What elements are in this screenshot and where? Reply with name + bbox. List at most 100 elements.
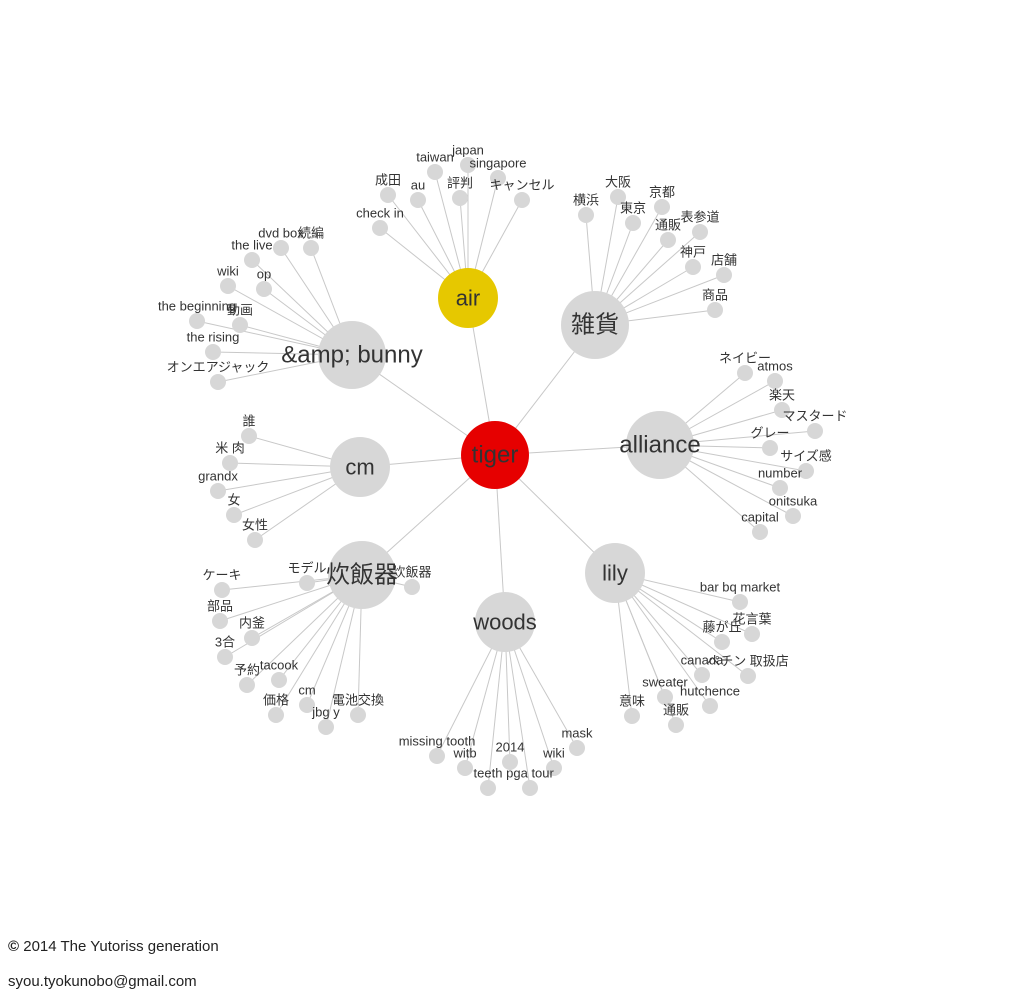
leaf-node[interactable] — [522, 780, 538, 796]
leaf-label: モデル — [287, 561, 326, 576]
leaf-node[interactable] — [740, 668, 756, 684]
leaf-label: capital — [741, 510, 779, 525]
leaf-node[interactable] — [578, 207, 594, 223]
leaf-node[interactable] — [380, 187, 396, 203]
leaf-label: キャンセル — [489, 178, 554, 193]
hub-label-lily: lily — [602, 561, 628, 586]
leaf-node[interactable] — [410, 192, 426, 208]
leaf-node[interactable] — [350, 707, 366, 723]
leaf-node[interactable] — [702, 698, 718, 714]
leaf-label: onitsuka — [769, 494, 818, 509]
leaf-label: mask — [561, 726, 593, 741]
leaf-node[interactable] — [624, 708, 640, 724]
leaf-node[interactable] — [268, 707, 284, 723]
hub-label-bunny: &amp; bunny — [281, 342, 422, 369]
leaf-node[interactable] — [271, 672, 287, 688]
leaf-node[interactable] — [210, 374, 226, 390]
leaf-node[interactable] — [217, 649, 233, 665]
leaf-label: wiki — [216, 264, 239, 279]
leaf-label: 米 肉 — [215, 441, 245, 456]
leaf-label: グレー — [750, 426, 789, 441]
leaf-label: atmos — [757, 359, 793, 374]
hub-label-alliance: alliance — [619, 432, 700, 459]
leaf-node[interactable] — [714, 634, 730, 650]
leaf-label: cm — [298, 683, 315, 698]
leaf-node[interactable] — [480, 780, 496, 796]
leaf-node[interactable] — [694, 667, 710, 683]
leaf-label: 女 — [227, 493, 240, 508]
hub-label-woods: woods — [472, 610, 537, 635]
leaf-node[interactable] — [668, 717, 684, 733]
leaf-node[interactable] — [707, 302, 723, 318]
hub-label-suihanki: 炊飯器 — [326, 562, 398, 589]
leaf-node[interactable] — [256, 281, 272, 297]
leaf-node[interactable] — [692, 224, 708, 240]
leaf-node[interactable] — [189, 313, 205, 329]
leaf-node[interactable] — [273, 240, 289, 256]
leaf-node[interactable] — [427, 164, 443, 180]
leaf-node[interactable] — [212, 613, 228, 629]
leaf-node[interactable] — [372, 220, 388, 236]
leaf-node[interactable] — [752, 524, 768, 540]
leaf-label: ケーキ — [202, 568, 241, 583]
leaf-label: 動画 — [227, 303, 253, 318]
leaf-label: 意味 — [619, 694, 645, 709]
leaf-label: the live — [231, 238, 272, 253]
leaf-node[interactable] — [457, 760, 473, 776]
leaf-label: 誰 — [242, 414, 255, 429]
leaf-label: tacook — [260, 658, 299, 673]
leaf-node[interactable] — [452, 190, 468, 206]
leaf-node[interactable] — [744, 626, 760, 642]
leaf-node[interactable] — [247, 532, 263, 548]
leaf-label: 部品 — [207, 599, 233, 614]
leaf-node[interactable] — [226, 507, 242, 523]
leaf-node[interactable] — [404, 579, 420, 595]
leaf-label: 藤が丘 — [702, 620, 741, 635]
leaf-label: the beginning — [158, 299, 236, 314]
leaf-node[interactable] — [299, 575, 315, 591]
leaf-node[interactable] — [807, 423, 823, 439]
leaf-node[interactable] — [514, 192, 530, 208]
leaf-node[interactable] — [762, 440, 778, 456]
leaf-label: 大阪 — [605, 175, 631, 190]
leaf-node[interactable] — [737, 365, 753, 381]
leaf-label: 成田 — [375, 173, 401, 188]
leaf-label: au — [411, 178, 425, 193]
leaf-node[interactable] — [660, 232, 676, 248]
leaf-node[interactable] — [318, 719, 334, 735]
leaf-label: 京都 — [649, 185, 675, 200]
leaf-node[interactable] — [429, 748, 445, 764]
leaf-node[interactable] — [210, 483, 226, 499]
leaf-node[interactable] — [569, 740, 585, 756]
leaf-label: teeth — [474, 766, 503, 781]
leaf-label: singapore — [469, 156, 526, 171]
leaf-label: 表参道 — [680, 210, 719, 225]
leaf-label: number — [758, 466, 803, 481]
hub-label-cm: cm — [345, 455, 374, 480]
leaf-node[interactable] — [244, 630, 260, 646]
keyword-network-graph: japantaiwansingapore成田au評判キャンセルcheck in大… — [0, 0, 1024, 900]
leaf-node[interactable] — [685, 259, 701, 275]
leaf-label: grandx — [198, 469, 238, 484]
leaf-node[interactable] — [785, 508, 801, 524]
leaf-node[interactable] — [214, 582, 230, 598]
leaf-label: 電池交換 — [332, 693, 384, 708]
leaf-node[interactable] — [220, 278, 236, 294]
leaf-label: 3合 — [215, 635, 235, 650]
leaf-node[interactable] — [716, 267, 732, 283]
leaf-label: 神戸 — [680, 245, 706, 260]
leaf-label: 炊飯器 — [392, 565, 431, 580]
hub-label-air: air — [456, 286, 480, 311]
contact-email: syou.tyokunobo@gmail.com — [8, 973, 219, 990]
leaf-node[interactable] — [239, 677, 255, 693]
page-footer: © 2014 The Yutoriss generation syou.tyok… — [8, 938, 219, 990]
leaf-node[interactable] — [732, 594, 748, 610]
leaf-node[interactable] — [205, 344, 221, 360]
leaf-node[interactable] — [654, 199, 670, 215]
leaf-label: 東京 — [620, 201, 646, 216]
leaf-node[interactable] — [303, 240, 319, 256]
leaf-node[interactable] — [625, 215, 641, 231]
leaf-label: 評判 — [447, 176, 473, 191]
leaf-label: 2014 — [496, 740, 525, 755]
root-node-layer: tiger — [461, 421, 529, 489]
